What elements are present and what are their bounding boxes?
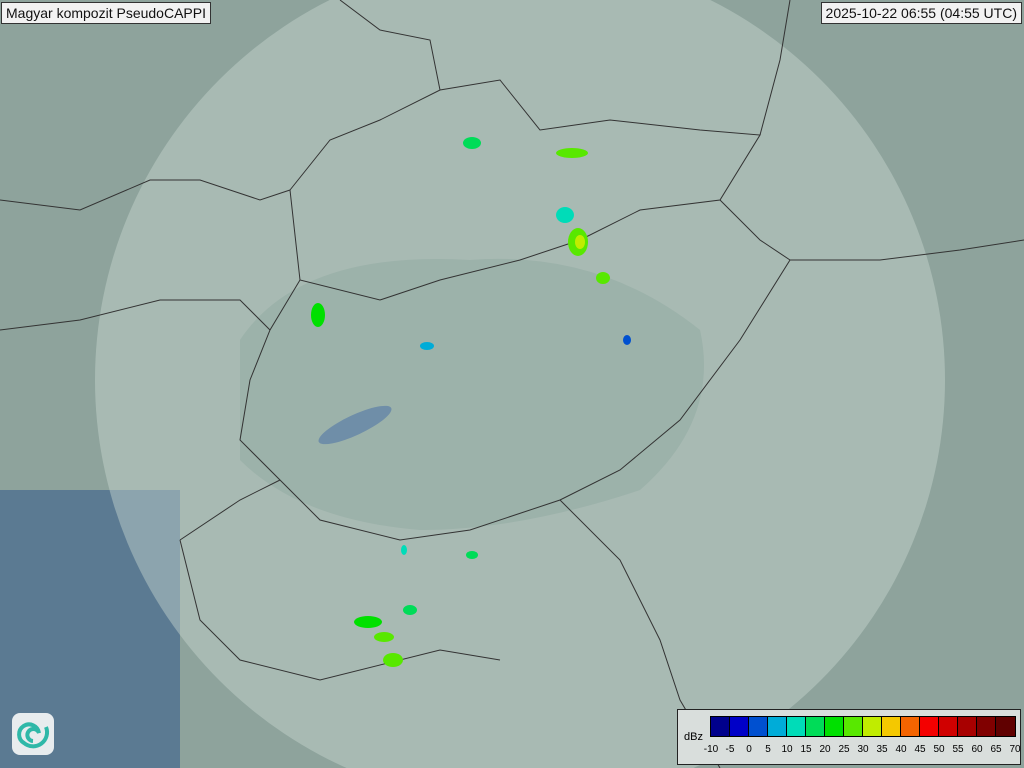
legend-tick: 5 [765, 744, 771, 755]
color-swatch [806, 717, 825, 736]
timestamp: 2025-10-22 06:55 (04:55 UTC) [820, 2, 1022, 24]
radar-echoes [311, 137, 631, 667]
color-swatch [730, 717, 749, 736]
color-swatch [882, 717, 901, 736]
legend-tick: 25 [838, 744, 850, 755]
color-swatch [749, 717, 768, 736]
legend-tick: 70 [1009, 744, 1021, 755]
color-swatch [977, 717, 996, 736]
legend-tick: -10 [703, 744, 719, 755]
color-swatch [996, 717, 1015, 736]
legend-tick: 10 [781, 744, 793, 755]
legend-tick: 30 [857, 744, 869, 755]
legend-tick: 50 [933, 744, 945, 755]
pannonian-plain [240, 258, 704, 530]
product-title: Magyar kompozit PseudoCAPPI [1, 2, 211, 24]
lake-balaton [318, 405, 392, 445]
color-swatch [939, 717, 958, 736]
dbz-legend: dBz -10 -5 0 5 10 15 20 25 30 35 40 45 50 55 60 65 70 [677, 709, 1021, 765]
logo [12, 713, 54, 755]
color-swatch [711, 717, 730, 736]
legend-tick: 40 [895, 744, 907, 755]
color-swatch [901, 717, 920, 736]
legend-tick: 55 [952, 744, 964, 755]
color-swatch [863, 717, 882, 736]
legend-tick: 15 [800, 744, 812, 755]
legend-tick: 60 [971, 744, 983, 755]
color-swatch [844, 717, 863, 736]
color-swatch [825, 717, 844, 736]
legend-tick: 0 [746, 744, 752, 755]
legend-tick: 45 [914, 744, 926, 755]
legend-tick: 20 [819, 744, 831, 755]
color-swatch [958, 717, 977, 736]
color-swatch [787, 717, 806, 736]
legend-tick: -5 [725, 744, 735, 755]
color-swatch [768, 717, 787, 736]
swirl-logo-icon [17, 722, 50, 749]
legend-tick: 65 [990, 744, 1002, 755]
legend-tick: 35 [876, 744, 888, 755]
color-scale [710, 716, 1016, 737]
color-swatch [920, 717, 939, 736]
legend-unit: dBz [684, 731, 703, 743]
